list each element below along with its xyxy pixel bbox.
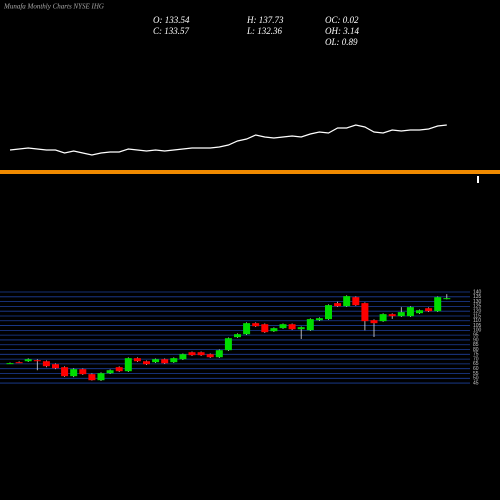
y-tick-label: 90 [473, 337, 479, 343]
candle-body [416, 310, 423, 314]
candle-body [261, 324, 269, 333]
candle-body [206, 354, 214, 358]
candle-body [297, 327, 305, 330]
candle-body [70, 369, 78, 377]
candle-body [6, 363, 14, 365]
candle-body [115, 367, 123, 372]
readout: OH: 3.14 [325, 26, 359, 36]
candle-body [243, 323, 251, 335]
candle-body [288, 324, 296, 330]
candle-body [234, 334, 241, 338]
y-tick-label: 140 [473, 289, 482, 295]
candle-body [124, 358, 132, 372]
candle-body [143, 361, 150, 365]
separator [0, 170, 500, 174]
candle-body [252, 323, 260, 327]
candle-body [434, 297, 442, 312]
candle-body [306, 319, 314, 331]
candle-body [15, 362, 23, 364]
candle-body [379, 314, 387, 322]
candle-body [79, 369, 87, 375]
candle-body [325, 305, 332, 320]
candle-body [61, 367, 69, 377]
y-tick-label: 55 [473, 371, 479, 377]
y-tick-label: 85 [473, 342, 479, 348]
candle-body [197, 352, 205, 356]
y-tick-label: 60 [473, 366, 479, 372]
candle-body [361, 303, 369, 322]
candle-body [33, 360, 41, 362]
readout: O: 133.54 [153, 15, 190, 25]
y-tick-label: 130 [473, 299, 482, 305]
candle-body [270, 328, 278, 332]
y-tick-label: 105 [473, 323, 482, 329]
readout: OC: 0.02 [325, 15, 359, 25]
candle-body [388, 314, 396, 317]
candle-body [97, 373, 105, 381]
candle-body [152, 359, 160, 363]
y-tick-label: 65 [473, 361, 479, 367]
y-tick-label: 120 [473, 309, 482, 315]
y-tick-label: 110 [473, 318, 481, 324]
y-tick-label: 70 [473, 356, 479, 362]
y-tick-label: 135 [473, 294, 482, 300]
y-tick-label: 125 [473, 304, 482, 310]
candle-body [161, 359, 169, 364]
candle-body [370, 320, 378, 324]
candle-body [133, 358, 141, 362]
candle-body [88, 374, 96, 381]
y-tick-label: 45 [473, 380, 479, 386]
y-tick-label: 95 [473, 332, 479, 338]
candle-body [315, 318, 323, 321]
candle-body [106, 370, 114, 374]
chart-title: Munafa Monthly Charts NYSE IHG [3, 3, 104, 11]
candle-body [443, 298, 451, 300]
candle-body [334, 303, 342, 307]
y-tick-label: 100 [473, 328, 482, 334]
candle-body [279, 324, 287, 329]
readout: L: 132.36 [246, 26, 283, 36]
candle-body [343, 296, 351, 307]
y-tick-label: 75 [473, 352, 479, 358]
y-tick-label: 50 [473, 376, 479, 382]
readout: H: 137.73 [246, 15, 284, 25]
candle-body [42, 361, 50, 367]
candle-body [425, 308, 433, 312]
candle-body [406, 307, 414, 317]
candle-body [170, 358, 178, 363]
readout: OL: 0.89 [325, 37, 358, 47]
candle-body [24, 359, 32, 362]
candle-body [397, 312, 405, 317]
marker [477, 176, 479, 183]
candle-body [188, 352, 196, 356]
candle-body [215, 350, 223, 358]
y-tick-label: 80 [473, 347, 479, 353]
y-tick-label: 115 [473, 313, 481, 319]
candle-body [52, 364, 59, 369]
candle-body [224, 338, 232, 351]
line-series [9, 124, 447, 156]
readout: C: 133.57 [153, 26, 190, 36]
candle-body [352, 297, 360, 306]
candle-body [179, 354, 187, 360]
